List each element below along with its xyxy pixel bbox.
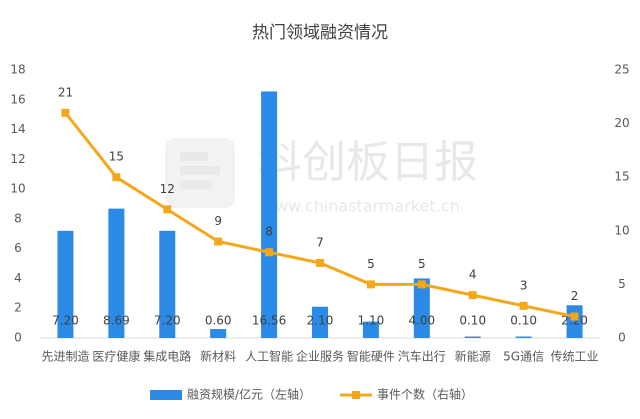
- legend-swatch: [150, 390, 182, 400]
- y-tick-label: 0: [14, 331, 22, 345]
- line-value-label: 12: [160, 182, 175, 196]
- y-tick-label: 16: [10, 92, 25, 106]
- bar-value-label: 8.69: [103, 314, 130, 328]
- x-tick-label: 医疗健康: [92, 349, 140, 364]
- bar: [159, 230, 176, 338]
- bar: [362, 321, 379, 338]
- bar: [210, 329, 227, 338]
- y-tick-label: 18: [10, 63, 25, 77]
- bar-value-label: 0.10: [510, 314, 537, 328]
- bar: [57, 230, 74, 338]
- x-tick-label: 智能硬件: [347, 349, 395, 364]
- line-marker: [417, 280, 426, 289]
- bar: [515, 336, 532, 338]
- x-tick-label: 集成电路: [143, 349, 191, 364]
- watermark-url: www.chinastarmarket.cn: [262, 197, 460, 216]
- line-value-label: 2: [571, 289, 579, 303]
- bar-value-label: 7.20: [154, 314, 181, 328]
- line-value-label: 7: [316, 235, 324, 249]
- line-marker: [61, 108, 70, 117]
- x-tick-label: 传统工业: [551, 349, 599, 364]
- bar-value-label: 0.10: [459, 314, 486, 328]
- bar-value-label: 4.00: [408, 314, 435, 328]
- line-value-label: 5: [367, 257, 375, 271]
- line-value-label: 9: [214, 214, 222, 228]
- y2-tick-label: 20: [614, 116, 629, 130]
- bar-value-label: 1.10: [358, 314, 385, 328]
- line-marker: [316, 258, 324, 267]
- line-marker: [468, 291, 477, 300]
- bar-value-label: 16.56: [252, 314, 286, 328]
- y-tick-label: 2: [14, 301, 22, 315]
- line-value-label: 4: [469, 268, 477, 282]
- line-value-label: 3: [520, 278, 528, 292]
- line-marker: [214, 237, 223, 246]
- watermark-logo: [165, 138, 235, 208]
- line-marker: [519, 301, 528, 310]
- x-tick-label: 人工智能: [245, 349, 293, 364]
- legend-swatch-marker: [352, 391, 360, 399]
- y2-tick-label: 25: [614, 63, 629, 77]
- bar-value-label: 0.60: [205, 314, 232, 328]
- bar: [312, 306, 328, 338]
- y-tick-label: 8: [14, 211, 22, 225]
- x-tick-label: 5G通信: [503, 350, 544, 364]
- line-marker: [163, 205, 172, 214]
- x-tick-label: 汽车出行: [398, 349, 446, 364]
- x-tick-label: 先进制造: [41, 350, 89, 364]
- legend-label: 事件个数（右轴）: [377, 387, 473, 402]
- x-tick-label: 新能源: [455, 349, 491, 364]
- bar: [413, 278, 430, 338]
- y2-tick-label: 10: [614, 223, 629, 237]
- y-tick-label: 6: [14, 241, 22, 255]
- chart-title: 热门领域融资情况: [252, 23, 388, 43]
- bar: [464, 336, 481, 338]
- bar-value-label: 7.20: [52, 314, 79, 328]
- y2-tick-label: 15: [614, 170, 629, 184]
- y-tick-label: 4: [14, 271, 22, 285]
- line-marker: [265, 248, 274, 257]
- x-tick-label: 企业服务: [296, 349, 344, 364]
- y-tick-label: 14: [10, 122, 25, 136]
- line-value-label: 21: [58, 85, 73, 99]
- line-value-label: 8: [265, 225, 273, 239]
- bar: [108, 208, 125, 338]
- line-marker: [366, 280, 375, 289]
- line-marker: [112, 173, 121, 182]
- x-tick-label: 新材料: [200, 349, 236, 364]
- y2-tick-label: 5: [618, 277, 626, 291]
- watermark-brand: 科创板日报: [258, 137, 478, 188]
- y-tick-label: 12: [10, 152, 25, 166]
- legend-label: 融资规模/亿元（左轴）: [187, 387, 311, 402]
- bar-value-label: 2.10: [307, 314, 334, 328]
- y-tick-label: 10: [10, 182, 25, 196]
- line-value-label: 15: [109, 150, 124, 164]
- line-value-label: 5: [418, 257, 426, 271]
- line-marker: [570, 312, 579, 321]
- y2-tick-label: 0: [618, 331, 626, 345]
- bar: [261, 91, 278, 338]
